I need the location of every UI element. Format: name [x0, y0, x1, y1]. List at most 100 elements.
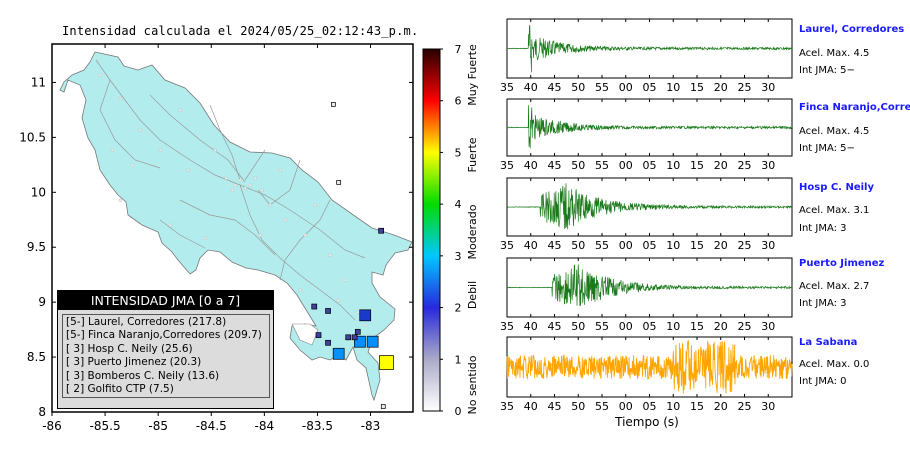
station-acel-puerto-jimenez: Acel. Max. 2.7 [799, 281, 870, 292]
time-tick-label: 05 [643, 239, 657, 252]
road-line [159, 219, 206, 249]
map-y-tick-label: 8.5 [27, 350, 46, 364]
time-tick-label: 00 [619, 400, 633, 413]
legend-item: [ 2] Golfito CTP (7.5) [66, 383, 174, 396]
time-tick-label: 45 [548, 320, 562, 333]
time-tick-label: 15 [690, 239, 704, 252]
station-int-laurel: Int JMA: 5− [799, 65, 855, 76]
colorbar-tick-label: 2 [455, 302, 462, 315]
town-dot [186, 168, 190, 172]
time-tick-label: 30 [761, 400, 775, 413]
legend-item: [ 3] Puerto Jimenez (20.3) [66, 356, 202, 369]
map-title: Intensidad calculada el 2024/05/25_02:12… [62, 24, 419, 38]
town-dot [224, 176, 228, 180]
colorbar-tick-label: 7 [455, 43, 462, 56]
station-marker [311, 303, 318, 310]
station-acel-la-sabana: Acel. Max. 0.0 [799, 359, 870, 370]
town-dot [253, 176, 257, 180]
time-tick-label: 20 [714, 159, 728, 172]
station-marker [354, 335, 366, 348]
time-tick-label: 35 [500, 400, 514, 413]
map-y-tick-label: 9.5 [27, 240, 46, 254]
station-name-hosp-neily: Hosp C. Neily [799, 182, 874, 193]
town-dot [238, 178, 242, 182]
town-dot [336, 298, 340, 302]
seismogram-trace [506, 339, 793, 394]
station-name-finca-naranjo: Finca Naranjo,Corredor [799, 102, 910, 113]
station-name-la-sabana: La Sabana [799, 337, 858, 348]
town-dot [363, 323, 367, 327]
time-tick-label: 00 [619, 239, 633, 252]
time-tick-label: 00 [619, 320, 633, 333]
station-marker [315, 332, 322, 338]
road-line [244, 149, 266, 181]
time-tick-label: 20 [714, 320, 728, 333]
town-dot [258, 233, 262, 237]
legend-item: [ 3] Hosp C. Neily (25.6) [66, 342, 193, 355]
time-tick-label: 10 [666, 239, 680, 252]
colorbar-category-label: Muy Fuerte [466, 44, 479, 106]
time-tick-label: 15 [690, 159, 704, 172]
time-tick-label: 05 [643, 320, 657, 333]
town-dot [118, 96, 122, 100]
colorbar-tick-label: 5 [455, 146, 462, 159]
town-dot [313, 203, 317, 207]
town-dot [328, 253, 332, 257]
time-tick-label: 30 [761, 159, 775, 172]
town-dot [278, 168, 282, 172]
time-tick-label: 45 [548, 400, 562, 413]
time-tick-label: 35 [500, 159, 514, 172]
time-tick-label: 05 [643, 81, 657, 94]
time-tick-label: 20 [714, 400, 728, 413]
colorbar-category-label: Moderado [466, 204, 479, 259]
colorbar-tick-label: 6 [455, 95, 462, 108]
time-tick-label: 25 [738, 159, 752, 172]
town-dot [343, 278, 347, 282]
station-marker [378, 227, 384, 234]
station-int-puerto-jimenez: Int JMA: 3 [799, 298, 847, 309]
time-tick-label: 40 [524, 159, 538, 172]
time-tick-label: 15 [690, 320, 704, 333]
road-line [209, 104, 241, 181]
road-line [257, 159, 301, 206]
legend-item: [5-] Finca Naranjo,Corredores (209.7) [66, 329, 262, 342]
map-y-tick-label: 10.5 [19, 130, 46, 144]
station-marker [380, 404, 386, 409]
time-tick-label: 15 [690, 400, 704, 413]
time-tick-label: 50 [571, 400, 585, 413]
map-x-tick-label: -83 [361, 419, 381, 433]
town-dot [130, 163, 134, 167]
seismogram-trace [507, 24, 793, 73]
station-acel-laurel: Acel. Max. 4.5 [799, 48, 870, 59]
road-line [279, 199, 331, 281]
map-y-tick-label: 10 [31, 185, 46, 199]
time-tick-label: 50 [571, 320, 585, 333]
town-dot [356, 310, 360, 314]
station-marker [366, 335, 379, 348]
colorbar-category-label: Fuerte [466, 137, 479, 172]
seismogram-trace [506, 264, 793, 306]
colorbar-tick-label: 3 [455, 250, 462, 263]
time-tick-label: 25 [738, 320, 752, 333]
map-x-tick-label: -85.5 [90, 419, 121, 433]
station-marker [345, 334, 352, 341]
time-tick-label: 30 [761, 81, 775, 94]
town-dot [213, 148, 217, 152]
station-name-puerto-jimenez: Puerto Jimenez [799, 258, 885, 269]
map-y-tick-label: 11 [31, 75, 46, 89]
town-dot [268, 203, 272, 207]
legend-list: [5-] Laurel, Corredores (217.8) [5-] Fin… [62, 314, 270, 399]
legend-title: INTENSIDAD JMA [0 a 7] [58, 291, 273, 310]
town-dot [243, 186, 247, 190]
town-dot [283, 218, 287, 222]
time-tick-label: 40 [524, 320, 538, 333]
station-marker [354, 328, 361, 335]
map-x-tick-label: -84 [255, 419, 275, 433]
time-tick-label: 45 [548, 81, 562, 94]
town-dot [158, 148, 162, 152]
station-name-laurel: Laurel, Corredores [799, 24, 905, 35]
time-tick-label: 40 [524, 400, 538, 413]
town-dot [248, 183, 252, 187]
time-tick-label: 05 [643, 159, 657, 172]
